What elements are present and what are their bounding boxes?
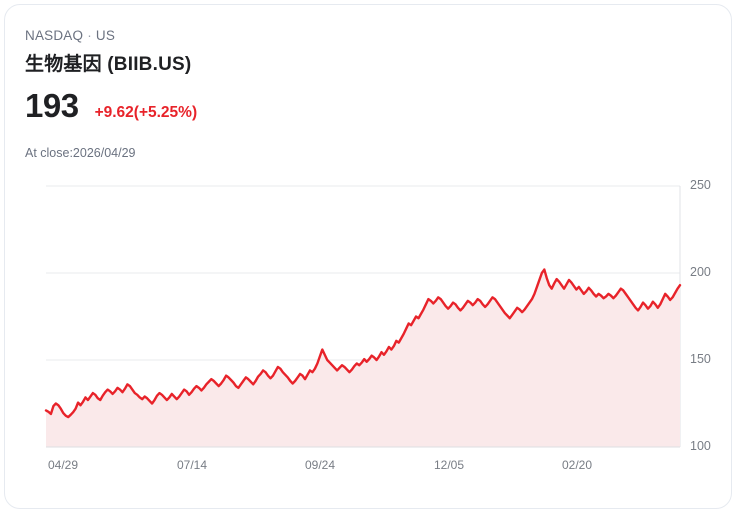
chart-price-line bbox=[44, 268, 682, 419]
stock-quote-card: NASDAQ · US 生物基因 (BIIB.US) 193 +9.62(+5.25… bbox=[4, 4, 732, 509]
y-axis-tick-label: 150 bbox=[690, 352, 711, 366]
page-title: 生物基因 (BIIB.US) bbox=[25, 54, 192, 75]
x-axis-tick-label: 12/05 bbox=[434, 458, 465, 472]
price-row: 193 +9.62(+5.25%) bbox=[25, 89, 197, 122]
chart-area-fill bbox=[46, 269, 680, 447]
x-axis-tick-label: 04/29 bbox=[48, 458, 79, 472]
x-axis-tick-label: 02/20 bbox=[562, 458, 593, 472]
price-chart[interactable]: 250 200 150 100 04/29 07/14 09/24 12/05 02/20 bbox=[5, 165, 731, 495]
at-close-timestamp: At close:2026/04/29 bbox=[25, 146, 136, 160]
x-axis-tick-label: 07/14 bbox=[177, 458, 208, 472]
exchange-region-line: NASDAQ · US bbox=[25, 28, 115, 43]
x-axis-tick-label: 09/24 bbox=[305, 458, 336, 472]
price-change: +9.62(+5.25%) bbox=[94, 104, 198, 121]
chart-canvas bbox=[44, 185, 682, 448]
current-price: 193 bbox=[25, 87, 79, 124]
y-axis-tick-label: 200 bbox=[690, 265, 711, 279]
separator-dot: · bbox=[87, 28, 92, 43]
region-name: US bbox=[95, 28, 116, 43]
exchange-name: NASDAQ bbox=[25, 28, 84, 43]
y-axis-tick-label: 250 bbox=[690, 178, 711, 192]
y-axis-tick-label: 100 bbox=[690, 439, 711, 453]
